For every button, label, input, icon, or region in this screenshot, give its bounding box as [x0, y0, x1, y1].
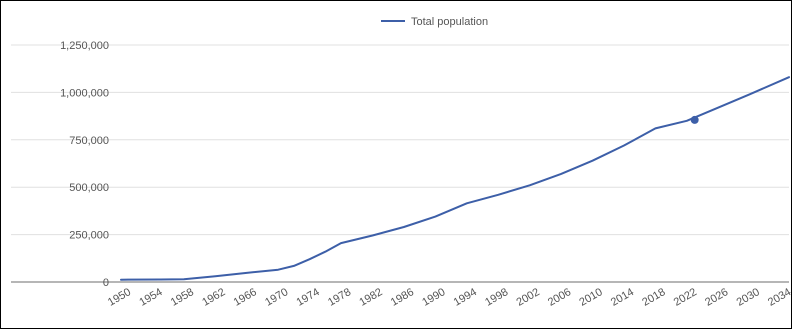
legend-label-total-population: Total population	[411, 16, 488, 28]
x-tick-label: 1966	[232, 286, 259, 309]
legend: Total population	[381, 16, 488, 28]
x-tick-label: 1998	[483, 286, 510, 309]
x-tick-label: 1958	[169, 286, 196, 309]
x-tick-label: 2018	[640, 286, 667, 309]
x-tick-label: 2006	[546, 286, 573, 309]
y-tick-label: 1,000,000	[60, 87, 109, 99]
x-tick-label: 1970	[263, 286, 290, 309]
y-tick-label: 1,250,000	[60, 40, 109, 52]
y-tick-label: 0	[103, 277, 109, 289]
grid-lines	[11, 44, 789, 283]
x-tick-label: 2026	[703, 286, 730, 309]
y-tick-label: 750,000	[69, 135, 109, 147]
plot-area	[120, 76, 790, 281]
x-tick-label: 1954	[137, 286, 164, 309]
x-tick-label: 2010	[577, 286, 604, 309]
x-tick-label: 1962	[200, 286, 227, 309]
x-tick-label: 2030	[735, 286, 762, 309]
x-tick-label: 1994	[452, 286, 479, 309]
y-tick-label: 500,000	[69, 182, 109, 194]
x-tick-label: 1950	[106, 286, 133, 309]
y-tick-label: 250,000	[69, 230, 109, 242]
y-axis: 0 250,000 500,000 750,000 1,000,000 1,250,000	[60, 40, 109, 289]
x-tick-label: 1986	[389, 286, 416, 309]
x-tick-label: 2034	[766, 286, 791, 309]
series-line-total-population	[120, 76, 790, 281]
x-tick-label: 1978	[326, 286, 353, 309]
x-tick-label: 1990	[420, 286, 447, 309]
x-axis: 1950 1954 1958 1962 1966 1970 1974 1978 1982 1986…	[106, 286, 791, 309]
x-tick-label: 2002	[515, 286, 542, 309]
x-tick-label: 2022	[672, 286, 699, 309]
highlight-point[interactable]	[690, 115, 699, 124]
x-tick-label: 2014	[609, 286, 636, 309]
x-tick-label: 1974	[295, 286, 322, 309]
x-tick-label: 1982	[357, 286, 384, 309]
